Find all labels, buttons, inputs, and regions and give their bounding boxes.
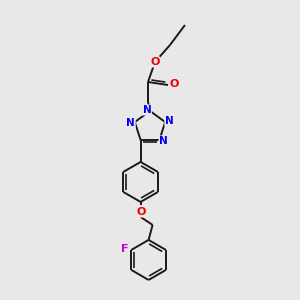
Text: O: O xyxy=(150,57,160,67)
Text: N: N xyxy=(159,136,168,146)
Text: O: O xyxy=(137,207,146,217)
Text: N: N xyxy=(126,118,135,128)
Text: N: N xyxy=(142,105,152,115)
Text: F: F xyxy=(121,244,128,254)
Text: O: O xyxy=(169,79,179,89)
Text: N: N xyxy=(165,116,174,126)
